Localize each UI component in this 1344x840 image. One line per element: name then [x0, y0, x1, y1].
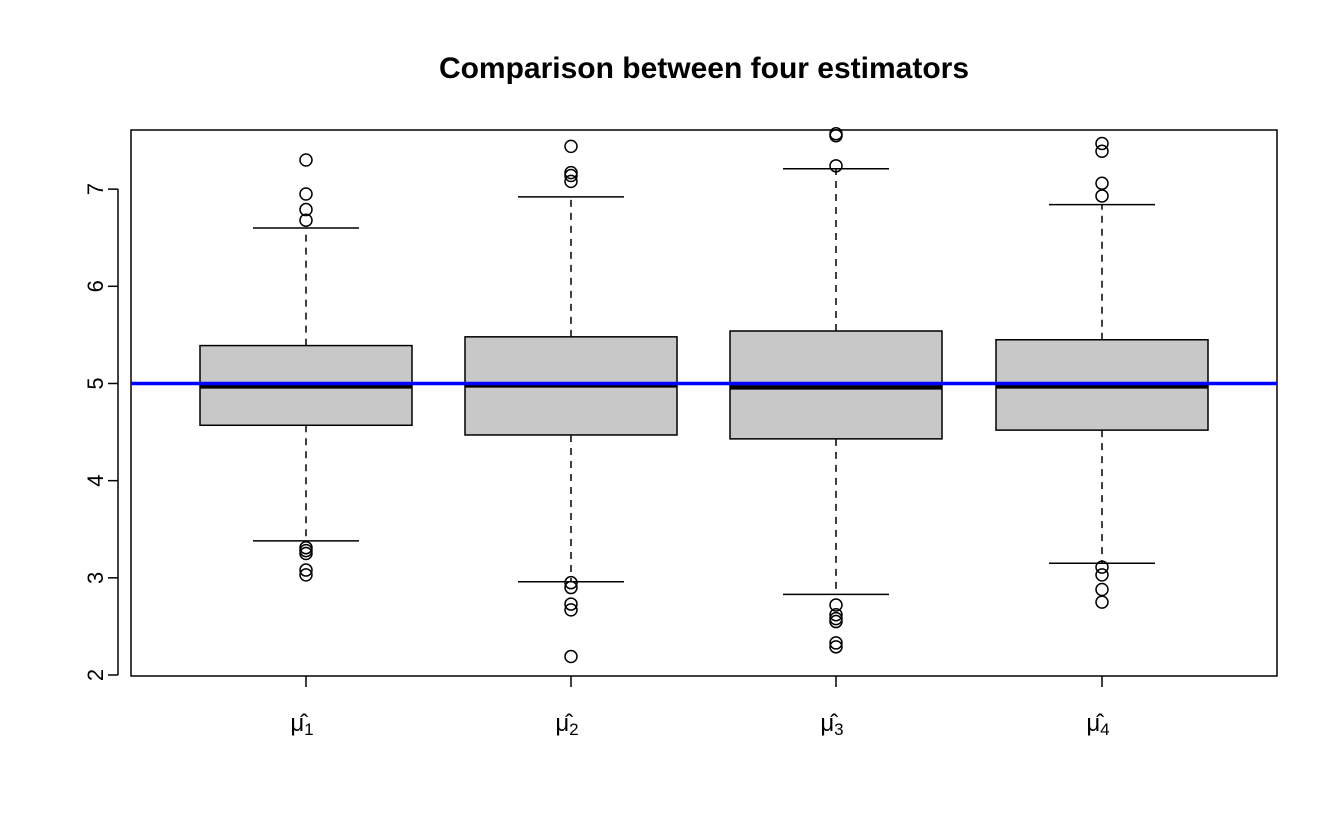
- x-tick-label: μ̂1: [290, 710, 313, 739]
- x-tick-label: μ̂2: [555, 710, 578, 739]
- y-tick-label: 2: [83, 669, 108, 681]
- box-group: [464, 139, 678, 664]
- outlier-point: [564, 580, 578, 595]
- outlier-point: [829, 159, 843, 173]
- x-tick-label-subscript: 3: [834, 720, 843, 739]
- boxes-layer: [199, 126, 1209, 664]
- outlier-point: [829, 636, 843, 650]
- plot-frame: [130, 129, 1278, 677]
- x-tick-label: μ̂3: [820, 710, 843, 739]
- outlier-point: [1095, 144, 1109, 158]
- outlier-point: [564, 603, 578, 617]
- y-tick-label: 6: [83, 280, 108, 292]
- x-tick-label-subscript: 2: [569, 720, 578, 739]
- outlier-point: [1095, 568, 1109, 582]
- box-group: [199, 153, 413, 582]
- outlier-point: [1095, 176, 1109, 191]
- outlier-point: [829, 128, 843, 143]
- outlier-point: [564, 649, 578, 664]
- box-group: [729, 126, 943, 654]
- outlier-point: [564, 174, 578, 189]
- outlier-point: [1095, 136, 1109, 151]
- outlier-point: [1095, 595, 1109, 609]
- chart-title: Comparison between four estimators: [439, 52, 969, 85]
- outlier-point: [829, 614, 843, 629]
- outlier-point: [564, 168, 578, 183]
- y-tick-label: 4: [83, 475, 108, 487]
- y-tick-label: 7: [83, 183, 108, 195]
- outlier-point: [299, 187, 313, 201]
- outlier-point: [299, 202, 313, 217]
- outlier-point: [299, 568, 313, 582]
- x-tick-label-subscript: 1: [304, 720, 313, 739]
- outlier-point: [829, 608, 843, 622]
- outlier-point: [299, 213, 313, 227]
- outlier-point: [564, 597, 578, 611]
- outlier-point: [1095, 189, 1109, 203]
- y-tick-label: 3: [83, 572, 108, 584]
- outlier-point: [564, 575, 578, 590]
- outlier-point: [1095, 560, 1109, 574]
- x-tick-label: μ̂4: [1086, 710, 1109, 739]
- outlier-point: [829, 598, 843, 612]
- outlier-point: [299, 546, 313, 561]
- x-axis: μ̂1 μ̂2 μ̂3 μ̂4: [290, 676, 1110, 739]
- outlier-point: [299, 563, 313, 577]
- box-group: [995, 136, 1209, 609]
- outlier-point: [1095, 582, 1109, 597]
- x-tick-label-subscript: 4: [1100, 720, 1109, 739]
- y-tick-label: 5: [83, 377, 108, 389]
- outlier-point: [299, 153, 313, 167]
- y-axis: 2 3 4 5 6 7: [83, 183, 119, 681]
- outlier-point: [829, 640, 843, 654]
- outlier-point: [564, 139, 578, 154]
- outlier-point: [299, 543, 313, 558]
